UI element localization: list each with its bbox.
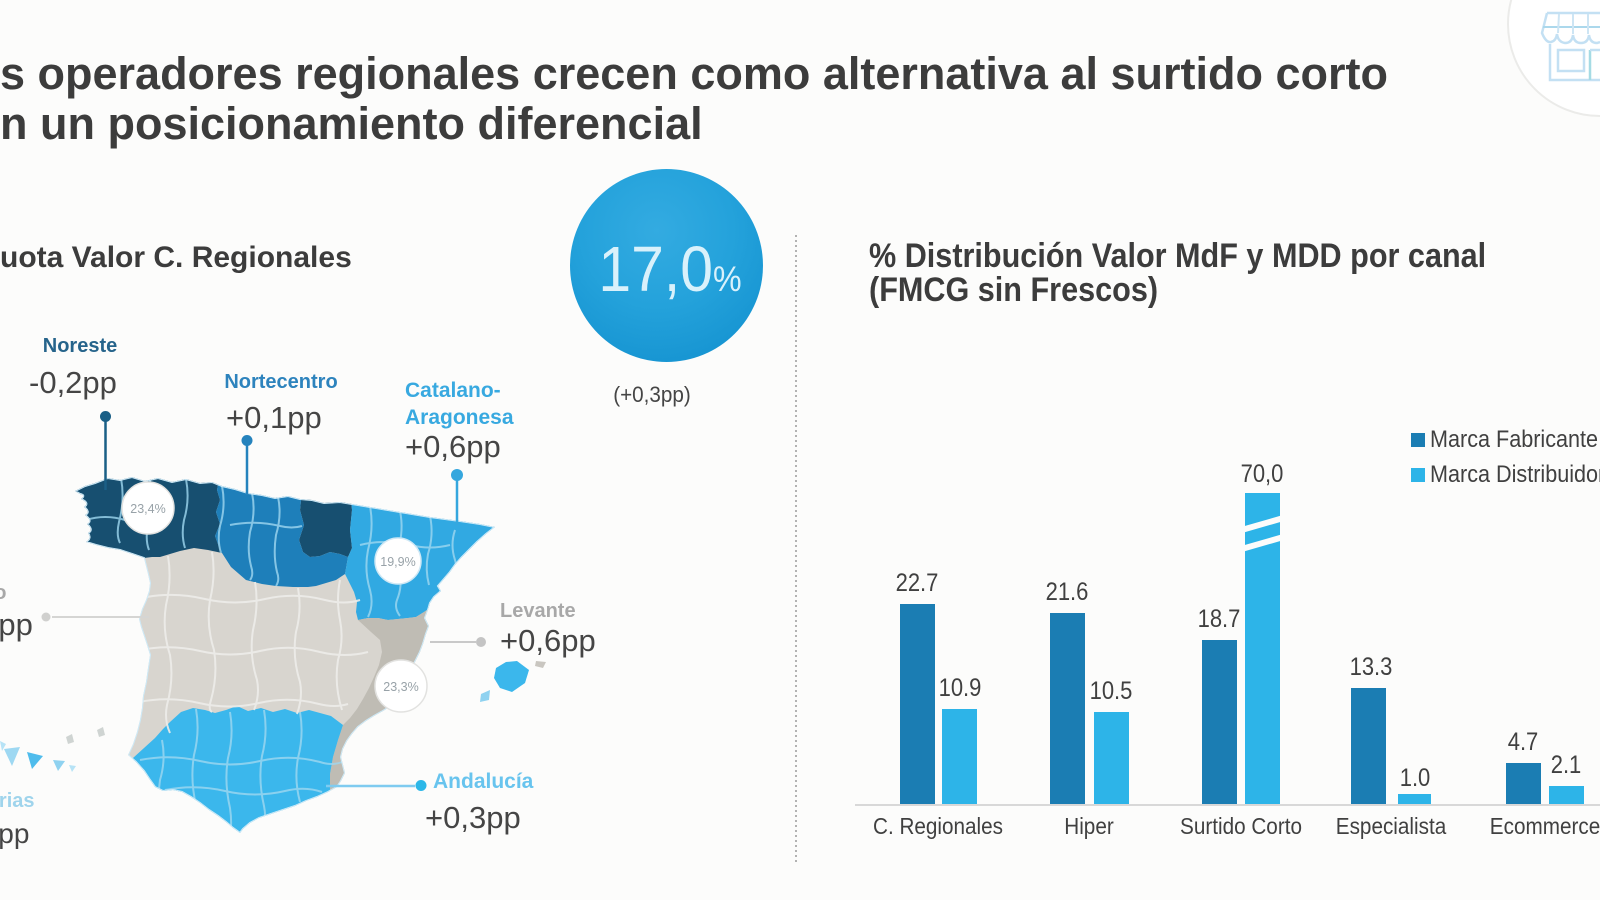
svg-text:23,3%: 23,3%: [383, 680, 418, 694]
svg-text:19,9%: 19,9%: [380, 555, 415, 569]
svg-text:23,4%: 23,4%: [130, 502, 165, 516]
